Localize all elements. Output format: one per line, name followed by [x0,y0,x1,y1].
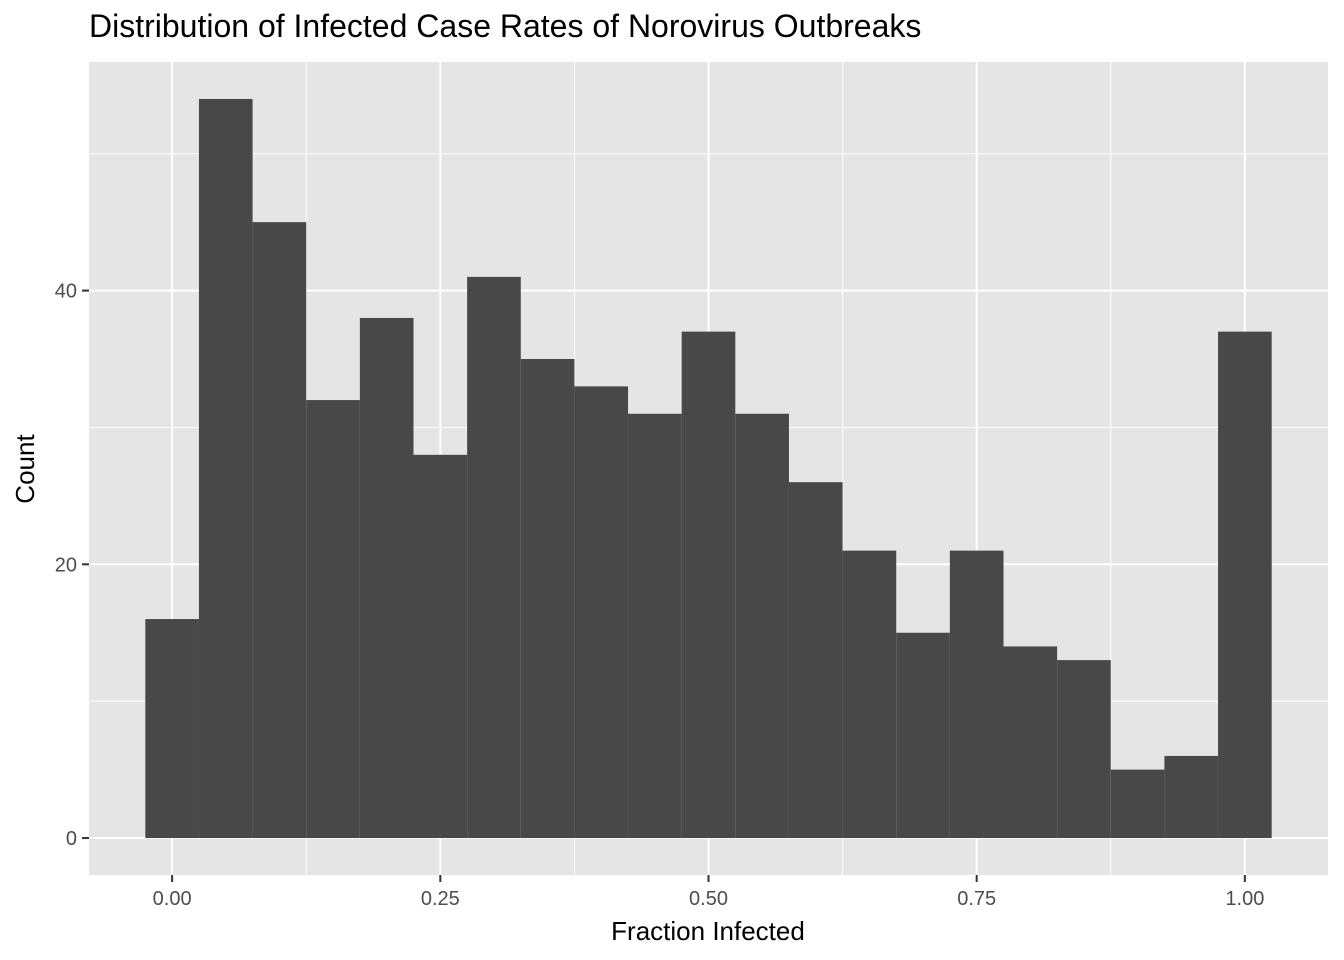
histogram-bar [788,482,843,839]
histogram-bar [252,222,307,839]
y-axis-title: Count [10,434,40,504]
histogram-bar [949,550,1004,839]
y-tick-label: 40 [55,281,77,303]
histogram-bar [198,98,253,839]
histogram-bar [1057,660,1111,839]
chart-title: Distribution of Infected Case Rates of N… [89,8,922,44]
y-tick-label: 20 [55,554,77,576]
x-tick-label: 0.25 [421,888,460,910]
x-tick-label: 0.50 [689,888,728,910]
histogram-bar [574,386,629,839]
histogram-bar [735,413,789,839]
histogram-bar [467,276,521,839]
histogram-bar [520,359,575,839]
histogram-bar [359,317,414,839]
x-tick-label: 0.75 [957,888,996,910]
histogram-bar [1164,755,1219,839]
histogram-bar [896,632,950,839]
x-tick-label: 1.00 [1225,888,1264,910]
y-tick-label: 0 [66,828,77,850]
histogram-bar [1003,646,1058,839]
histogram-bar [628,413,682,839]
y-axis: 0 20 40 [55,281,89,850]
histogram-bar [1110,769,1165,839]
histogram-bar [145,619,199,839]
histogram-bar [1218,331,1272,839]
x-axis-title: Fraction Infected [611,916,805,946]
histogram-bar [842,550,897,839]
histogram-bar [413,454,468,839]
histogram-bar [681,331,736,839]
x-axis: 0.00 0.25 0.50 0.75 1.00 [153,875,1264,910]
x-tick-label: 0.00 [153,888,192,910]
histogram-bars [145,98,1272,839]
histogram-bar [306,400,360,839]
